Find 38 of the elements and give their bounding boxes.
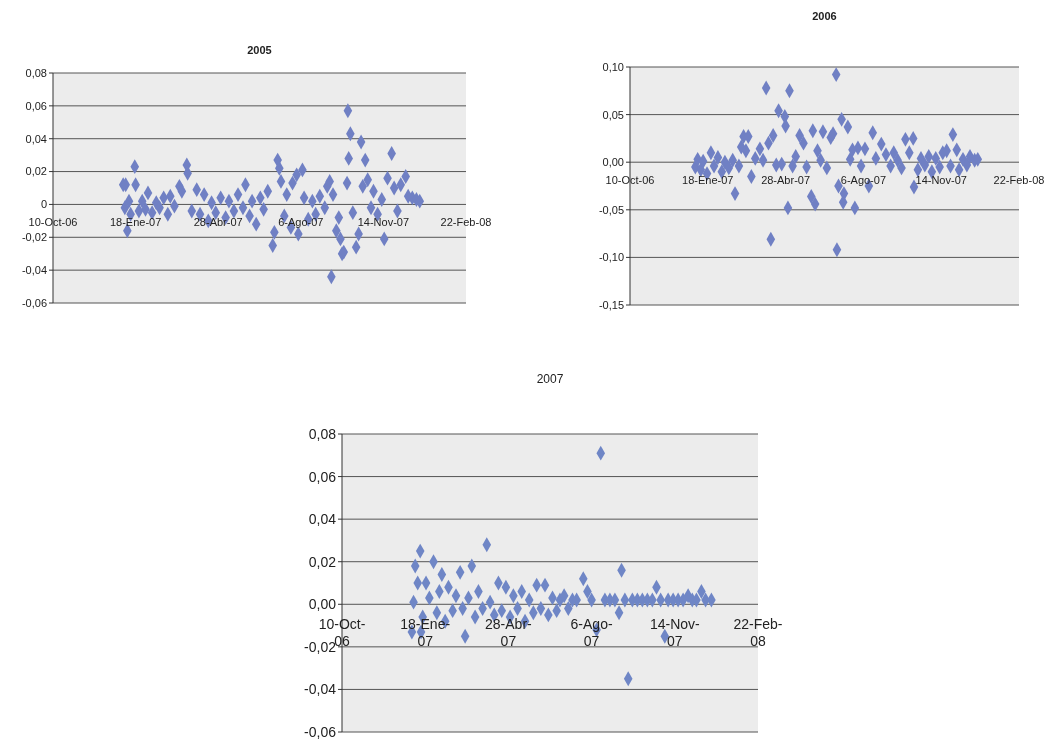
x-tick-label: 14-Nov-07 [357, 216, 410, 229]
chart-title: 2007 [535, 372, 565, 386]
y-tick-label: 0,02 [308, 553, 337, 570]
y-tick-label: -0,15 [598, 298, 624, 311]
y-tick-label: -0,02 [21, 231, 47, 244]
x-tick-label: 28-Abr-07 [761, 174, 811, 187]
x-tick-label: 28-Abr-07 [485, 615, 533, 649]
y-tick-label: 0,06 [308, 468, 337, 485]
chart-title: 2005 [246, 44, 273, 56]
y-tick-label: 0,08 [308, 425, 337, 442]
x-tick-label: 22-Feb-08 [440, 216, 492, 229]
y-tick-label: 0,06 [25, 99, 47, 112]
y-tick-label: 0,08 [25, 66, 47, 79]
y-tick-label: 0,00 [308, 596, 337, 613]
y-tick-label: -0,04 [304, 681, 337, 698]
x-tick-label: 18-Ene-07 [109, 216, 162, 229]
y-tick-label: -0,05 [598, 203, 624, 216]
x-tick-label: 22-Feb-08 [993, 174, 1045, 187]
y-tick-label: 0 [40, 198, 47, 211]
y-tick-label: 0,04 [25, 132, 47, 145]
y-tick-label: 0,04 [308, 511, 337, 528]
y-tick-label: -0,10 [598, 251, 624, 264]
x-tick-label: 14-Nov-07 [649, 615, 701, 649]
y-tick-label: 0,00 [602, 156, 624, 169]
y-tick-label: -0,06 [21, 296, 47, 309]
y-tick-label: 0,10 [602, 60, 624, 73]
x-tick-label: 14-Nov-07 [915, 174, 967, 187]
y-tick-label: 0,02 [25, 165, 47, 178]
y-tick-label: -0,06 [304, 723, 337, 740]
y-tick-label: -0,04 [21, 264, 47, 277]
x-tick-label: 6-Ago-07 [840, 174, 887, 187]
x-tick-label: 22-Feb-08 [733, 615, 783, 649]
x-tick-label: 6-Ago-07 [570, 615, 613, 649]
x-tick-label: 10-Oct-06 [605, 174, 655, 187]
chart-title: 2006 [811, 10, 838, 22]
y-tick-label: 0,05 [602, 108, 624, 121]
x-tick-label: 10-Oct-06 [28, 216, 78, 229]
x-tick-label: 18-Ene-07 [682, 174, 734, 187]
